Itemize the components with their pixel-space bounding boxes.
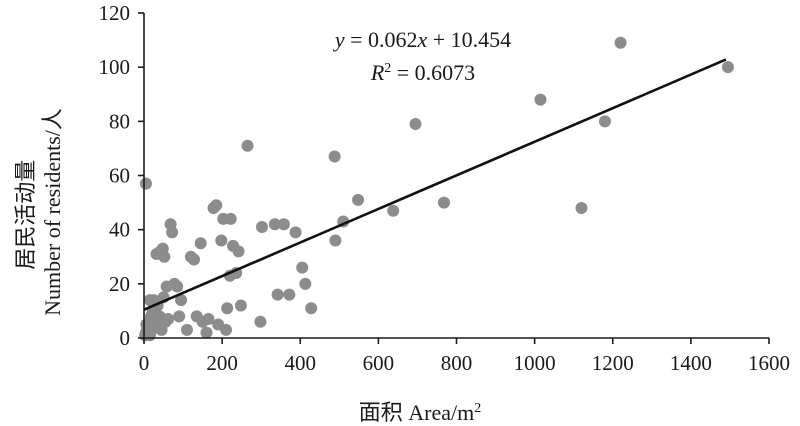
- x-tick-label: 1200: [592, 351, 634, 375]
- data-point: [171, 280, 184, 293]
- data-point: [200, 326, 213, 339]
- data-point: [598, 115, 611, 128]
- x-tick-label: 600: [363, 351, 395, 375]
- data-point: [175, 294, 188, 307]
- data-point: [283, 288, 296, 301]
- data-point: [387, 204, 400, 217]
- data-point: [305, 302, 318, 315]
- x-tick-label: 1600: [748, 351, 790, 375]
- x-tick-label: 1000: [514, 351, 556, 375]
- data-point: [215, 234, 228, 247]
- data-point: [221, 302, 234, 315]
- data-point: [180, 323, 193, 336]
- data-point: [234, 299, 247, 312]
- data-point: [409, 118, 422, 131]
- y-tick-label: 20: [109, 272, 130, 296]
- data-point: [173, 310, 186, 323]
- r-squared-label: R2 = 0.6073: [370, 60, 475, 85]
- data-point: [271, 288, 284, 301]
- data-point: [139, 177, 152, 190]
- x-tick-label: 200: [206, 351, 238, 375]
- data-point: [329, 234, 342, 247]
- y-axis-title: 居民活动量 Number of residents/人: [13, 108, 65, 316]
- data-point: [328, 150, 341, 163]
- y-tick-label: 60: [109, 164, 130, 188]
- trend-line: [143, 58, 727, 311]
- data-point: [241, 139, 254, 152]
- data-point: [296, 261, 309, 274]
- data-point: [534, 93, 547, 106]
- y-tick-label: 40: [109, 218, 130, 242]
- data-points: [139, 36, 734, 342]
- data-point: [299, 277, 312, 290]
- data-point: [575, 202, 588, 214]
- data-point: [162, 313, 175, 326]
- data-point: [202, 313, 215, 326]
- y-tick-label: 0: [120, 326, 131, 350]
- y-tick-label: 100: [99, 55, 131, 79]
- y-axis-ticks: 0 20 40 60 80 100 120: [99, 1, 144, 350]
- data-point: [194, 237, 207, 250]
- data-point: [255, 220, 268, 233]
- data-point: [166, 226, 179, 239]
- y-tick-label: 120: [99, 1, 131, 25]
- x-tick-label: 800: [441, 351, 473, 375]
- trendline-equation: y = 0.062x + 10.454: [333, 27, 511, 52]
- data-point: [188, 253, 200, 266]
- x-axis-ticks: 0 200 400 600 800 1000 1200 1400 1600: [139, 338, 790, 375]
- data-point: [721, 61, 734, 74]
- x-tick-label: 1400: [670, 351, 712, 375]
- data-point: [289, 226, 302, 239]
- data-point: [224, 212, 237, 225]
- data-point: [210, 199, 223, 212]
- data-point: [268, 218, 281, 231]
- data-point: [254, 315, 267, 328]
- data-point: [614, 36, 627, 49]
- x-tick-label: 400: [285, 351, 317, 375]
- x-axis-title: 面积 Area/m2: [359, 400, 481, 425]
- data-point: [220, 323, 233, 336]
- data-point: [158, 250, 171, 263]
- data-point: [352, 193, 365, 206]
- data-point: [232, 245, 245, 258]
- x-tick-label: 0: [139, 351, 150, 375]
- data-point: [438, 196, 450, 209]
- y-tick-label: 80: [109, 109, 130, 133]
- data-point: [277, 218, 290, 231]
